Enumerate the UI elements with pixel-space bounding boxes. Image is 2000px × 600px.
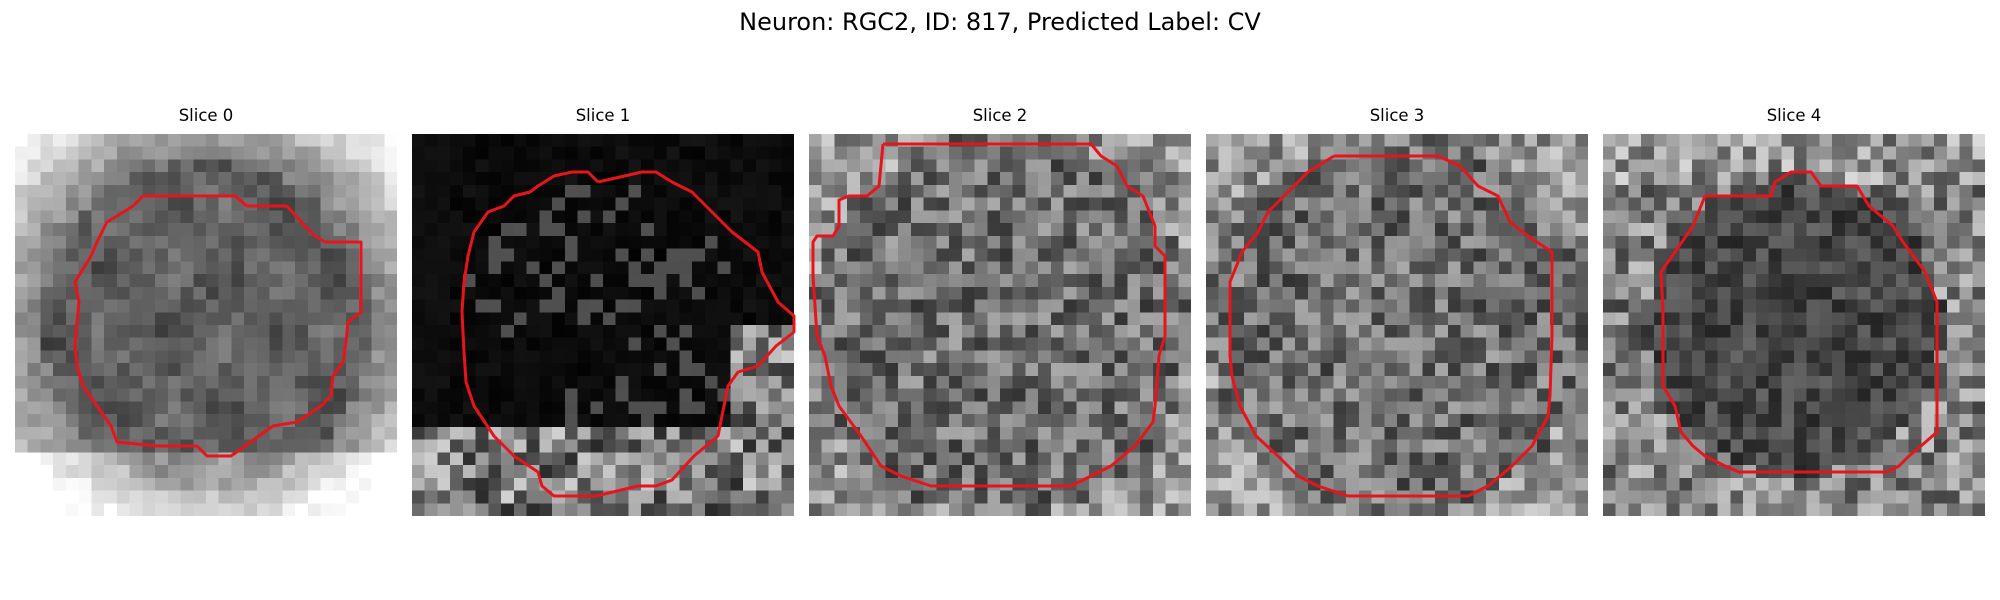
slice-panel-0: Slice 0 <box>15 104 397 128</box>
cell-contour <box>412 134 794 516</box>
slice-panel-3: Slice 3 <box>1206 104 1588 128</box>
slice-title: Slice 1 <box>412 104 794 128</box>
cell-contour <box>15 134 397 516</box>
slice-panel-1: Slice 1 <box>412 104 794 128</box>
cell-contour <box>1603 134 1985 516</box>
cell-contour <box>1206 134 1588 516</box>
cell-contour <box>809 134 1191 516</box>
figure-title: Neuron: RGC2, ID: 817, Predicted Label: … <box>0 6 2000 38</box>
slice-title: Slice 3 <box>1206 104 1588 128</box>
slice-panel-2: Slice 2 <box>809 104 1191 128</box>
slice-title: Slice 2 <box>809 104 1191 128</box>
slice-title: Slice 0 <box>15 104 397 128</box>
slice-panel-4: Slice 4 <box>1603 104 1985 128</box>
slice-title: Slice 4 <box>1603 104 1985 128</box>
